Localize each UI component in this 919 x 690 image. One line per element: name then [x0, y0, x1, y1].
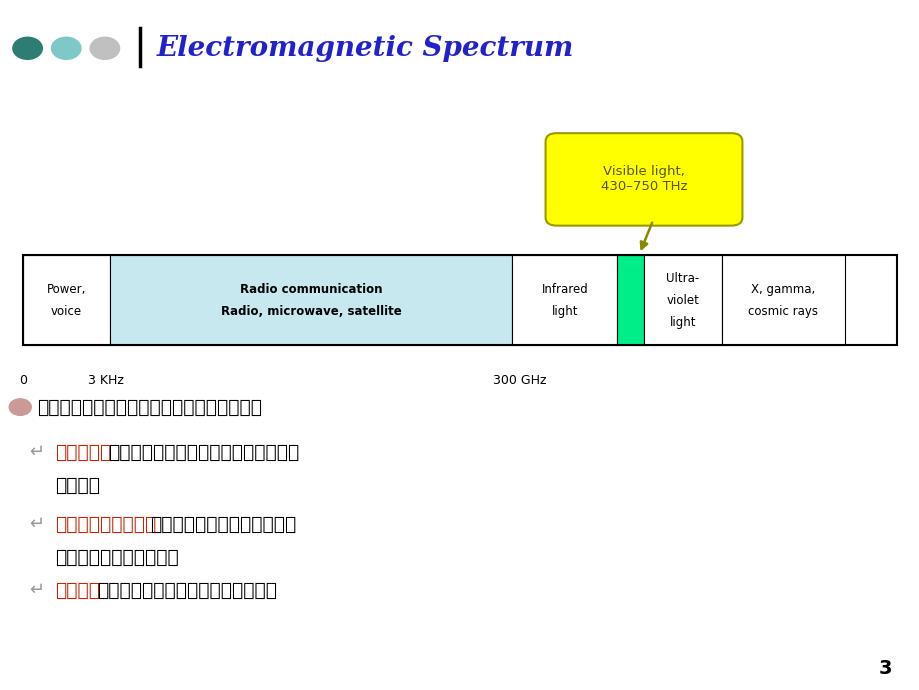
- Text: 无线电波和红外线：: 无线电波和红外线：: [55, 515, 156, 534]
- Text: light: light: [669, 316, 696, 328]
- Text: light: light: [551, 305, 577, 317]
- Text: 等介质；: 等介质；: [55, 475, 100, 495]
- Text: 通常以电流形式通过双绞线、同轴电缆: 通常以电流形式通过双绞线、同轴电缆: [108, 442, 299, 462]
- Text: 3: 3: [878, 658, 891, 678]
- Circle shape: [13, 37, 42, 59]
- Text: X, gamma,: X, gamma,: [751, 283, 814, 295]
- Text: 3 KHz: 3 KHz: [88, 374, 123, 387]
- FancyBboxPatch shape: [721, 255, 844, 345]
- Text: voice: voice: [51, 305, 82, 317]
- FancyBboxPatch shape: [643, 255, 721, 345]
- FancyBboxPatch shape: [512, 255, 617, 345]
- Text: Infrared: Infrared: [541, 283, 587, 295]
- Text: 语音频段：: 语音频段：: [55, 442, 111, 462]
- Text: 300 GHz: 300 GHz: [493, 374, 546, 387]
- FancyBboxPatch shape: [110, 255, 512, 345]
- Text: violet: violet: [665, 294, 698, 306]
- Text: Radio, microwave, satellite: Radio, microwave, satellite: [221, 305, 402, 317]
- FancyBboxPatch shape: [617, 255, 643, 345]
- Text: Radio communication: Radio communication: [240, 283, 382, 295]
- Text: cosmic rays: cosmic rays: [747, 305, 818, 317]
- Text: 可以在当前的远程通信领域中应用的频段有：: 可以在当前的远程通信领域中应用的频段有：: [37, 397, 262, 417]
- Circle shape: [9, 399, 31, 415]
- Text: 可以穿过空气或空间，但需要: 可以穿过空气或空间，但需要: [150, 515, 296, 534]
- FancyBboxPatch shape: [545, 133, 742, 226]
- Text: 可见光：: 可见光：: [55, 580, 100, 600]
- FancyBboxPatch shape: [23, 255, 110, 345]
- Text: Visible light,
430–750 THz: Visible light, 430–750 THz: [600, 166, 686, 193]
- Text: ↵: ↵: [29, 581, 44, 599]
- Text: 0: 0: [19, 374, 27, 387]
- Text: ↵: ↵: [29, 443, 44, 461]
- Circle shape: [51, 37, 81, 59]
- Text: ↵: ↵: [29, 515, 44, 533]
- Text: 是最后一个可用的，通过光缆传输。: 是最后一个可用的，通过光缆传输。: [97, 580, 278, 600]
- Circle shape: [90, 37, 119, 59]
- Text: Power,: Power,: [47, 283, 86, 295]
- Text: Electromagnetic Spectrum: Electromagnetic Spectrum: [156, 34, 573, 62]
- Text: Ultra-: Ultra-: [665, 272, 698, 284]
- Text: 特殊的发送和接收装置；: 特殊的发送和接收装置；: [55, 548, 179, 567]
